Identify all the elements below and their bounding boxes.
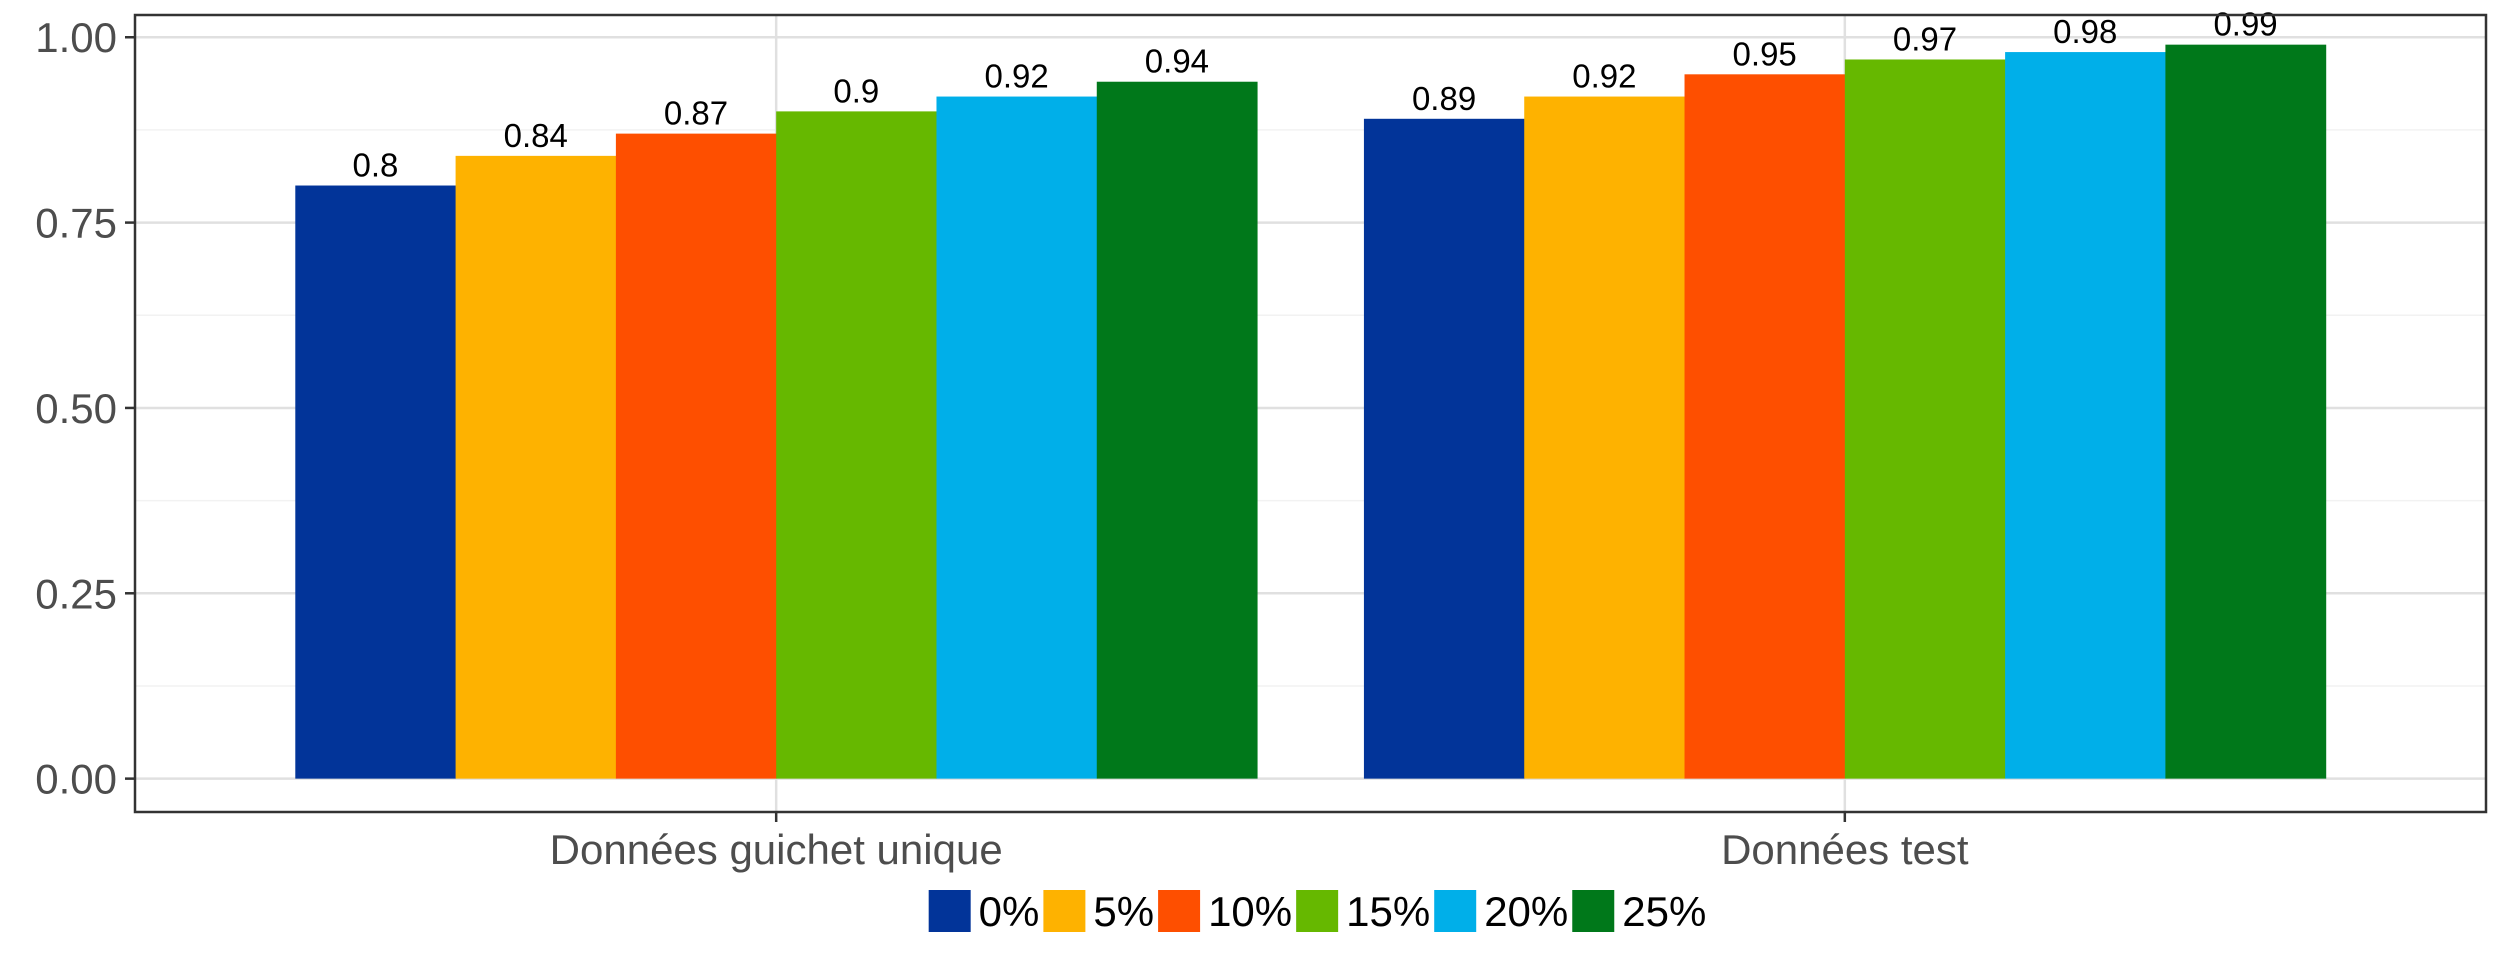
- bar-value-label: 0.98: [2053, 13, 2117, 50]
- legend-label: 10%: [1208, 888, 1292, 935]
- bar-value-label: 0.89: [1412, 80, 1476, 117]
- y-tick-label: 0.00: [35, 756, 117, 803]
- y-tick-label: 0.25: [35, 570, 117, 617]
- legend-label: 20%: [1484, 888, 1568, 935]
- bar: [295, 185, 457, 779]
- legend-key: [1296, 890, 1339, 932]
- x-tick-label: Données guichet unique: [550, 826, 1003, 873]
- bar: [1363, 118, 1525, 779]
- legend-label: 15%: [1346, 888, 1430, 935]
- bars: [295, 44, 2327, 779]
- bar-value-label: 0.99: [2213, 6, 2277, 43]
- bar: [2005, 52, 2166, 779]
- legend-label: 0%: [979, 888, 1040, 935]
- legend-label: 25%: [1622, 888, 1706, 935]
- legend-label: 5%: [1093, 888, 1154, 935]
- panel-border: [133, 13, 2488, 814]
- bar: [1524, 96, 1686, 779]
- y-tick-label: 1.00: [35, 14, 117, 61]
- bar-value-label: 0.95: [1733, 35, 1797, 72]
- bar: [776, 111, 937, 779]
- bar-value-label: 0.9: [833, 72, 879, 109]
- x-tick-label: Données test: [1721, 826, 1969, 873]
- legend-key: [1572, 890, 1615, 932]
- bar-value-label: 0.87: [664, 95, 728, 132]
- legend-key: [1043, 890, 1086, 932]
- bar: [1844, 59, 2006, 779]
- bar-value-label: 0.92: [985, 58, 1049, 95]
- legend-key: [1158, 890, 1201, 932]
- legend: 0% 5% 10% 15% 20% 25%: [928, 888, 1706, 935]
- bar: [2165, 44, 2327, 779]
- bar: [615, 133, 777, 779]
- y-tick-label: 0.75: [35, 200, 117, 247]
- bar-value-label: 0.8: [353, 147, 399, 184]
- y-tick-label: 0.50: [35, 385, 117, 432]
- bar: [1684, 74, 1846, 779]
- bar: [936, 96, 1098, 779]
- bar-value-label: 0.97: [1893, 20, 1957, 57]
- legend-key: [928, 890, 971, 932]
- bar: [455, 155, 617, 779]
- legend-key: [1434, 890, 1477, 932]
- bar-value-label: 0.94: [1145, 43, 1209, 80]
- bar: [1096, 81, 1258, 779]
- value-labels: 0.8 0.84 0.87 0.9 0.92 0.94 0.89 0.92 0.95 0.97 0.…: [353, 6, 2278, 184]
- bar-value-label: 0.84: [504, 117, 568, 154]
- bar-value-label: 0.92: [1572, 58, 1636, 95]
- axes: 0.00 0.25 0.50 0.75 1.00 Données guichet uniq…: [35, 13, 2488, 873]
